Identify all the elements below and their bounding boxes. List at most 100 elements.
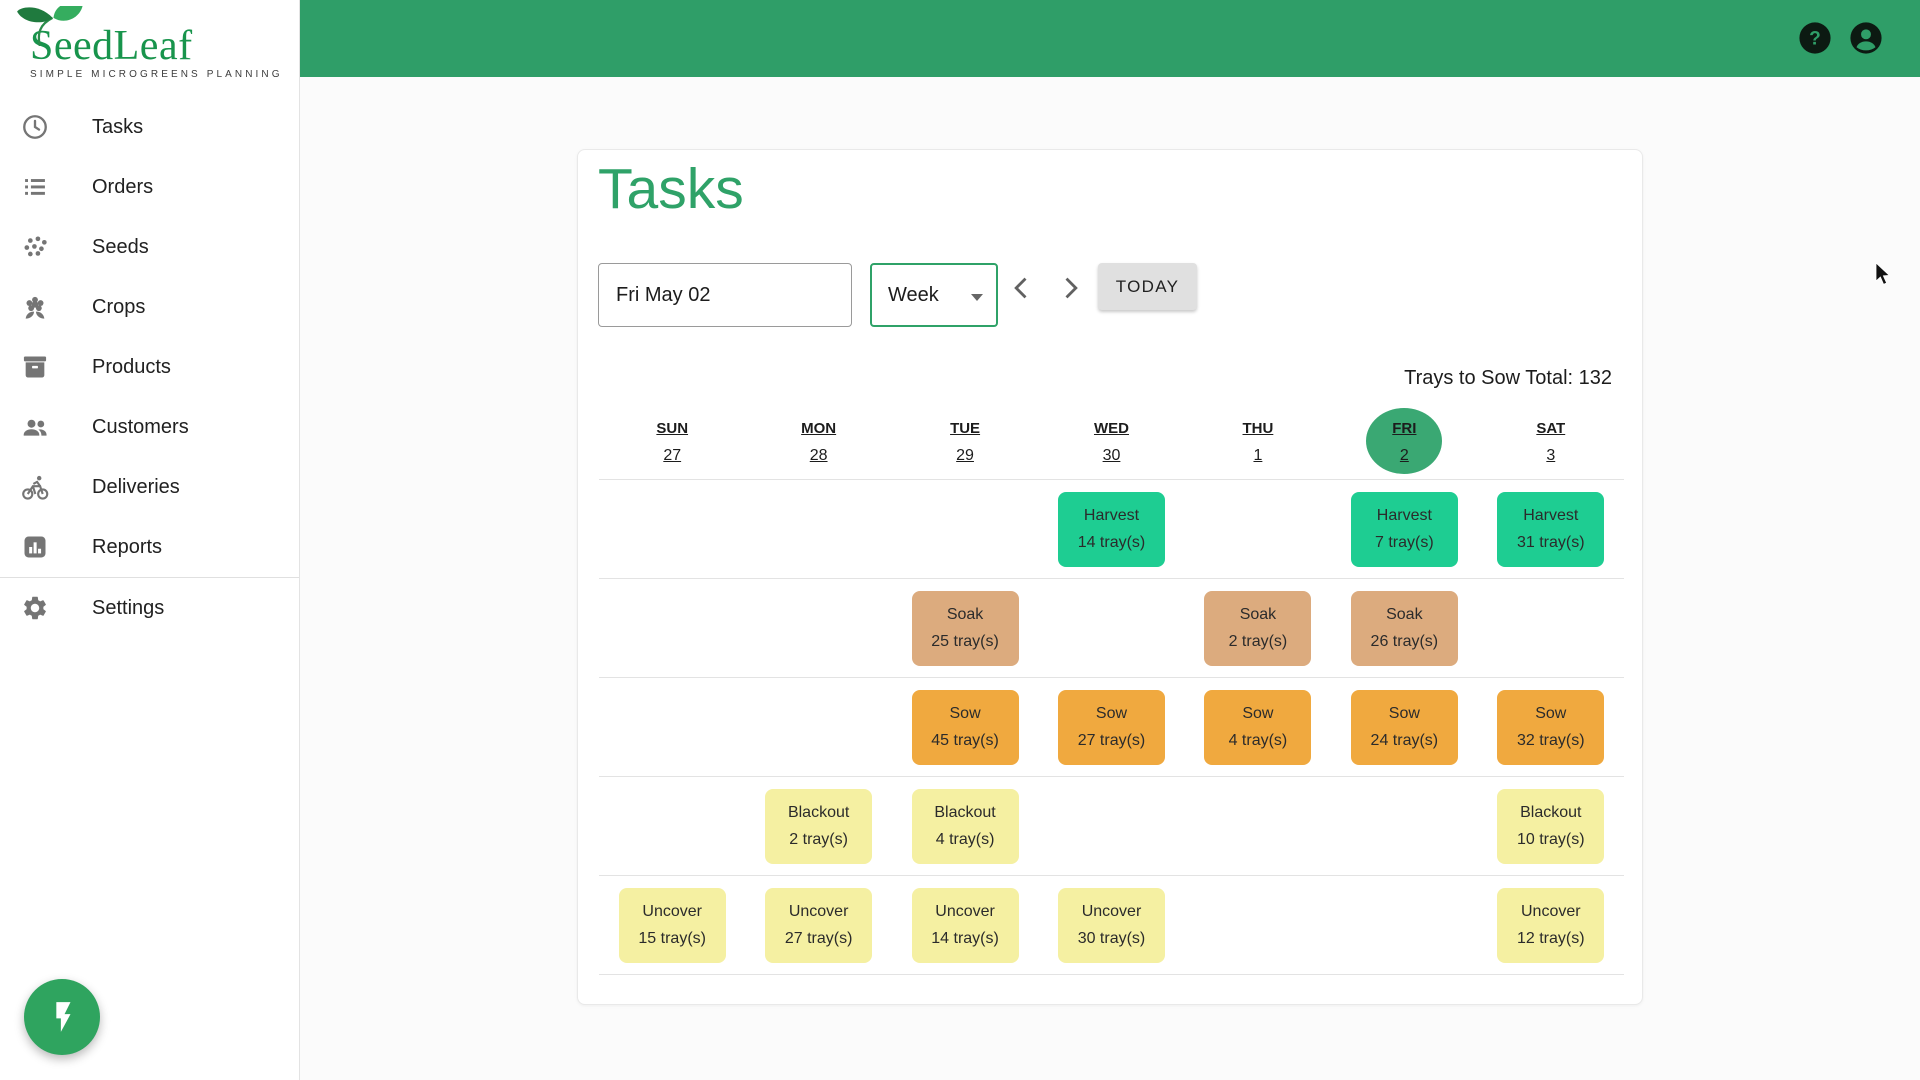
day-header-sat[interactable]: SAT 3 bbox=[1478, 405, 1624, 479]
task-cell bbox=[1185, 480, 1331, 578]
uncover-task-card[interactable]: Uncover 14 tray(s) bbox=[911, 887, 1019, 963]
previous-week-button[interactable] bbox=[998, 264, 1046, 312]
sidebar-item-label: Orders bbox=[92, 175, 154, 198]
task-cell bbox=[745, 579, 891, 677]
sidebar-item-products[interactable]: Products bbox=[0, 337, 299, 397]
task-rows: Harvest 14 tray(s) Harvest 7 tray(s) Harvest… bbox=[599, 480, 1624, 975]
tasks-panel: Tasks Week TODAY bbox=[577, 149, 1643, 1005]
task-cell bbox=[892, 480, 1038, 578]
sow-task-card[interactable]: Sow 24 tray(s) bbox=[1350, 689, 1458, 765]
sidebar-item-label: Seeds bbox=[92, 235, 149, 258]
sidebar-divider bbox=[0, 577, 299, 578]
task-cell: Soak 25 tray(s) bbox=[892, 579, 1038, 677]
sprout-icon bbox=[12, 2, 104, 51]
sidebar-item-label: Crops bbox=[92, 295, 146, 318]
box-icon bbox=[21, 353, 49, 381]
task-cell bbox=[1038, 579, 1184, 677]
sidebar-item-settings[interactable]: Settings bbox=[0, 578, 299, 638]
brand-tagline: SIMPLE MICROGREENS PLANNING bbox=[30, 69, 283, 80]
seeds-icon bbox=[21, 233, 49, 261]
task-cell bbox=[599, 678, 745, 776]
harvest-task-card[interactable]: Harvest 31 tray(s) bbox=[1497, 491, 1605, 567]
sidebar-nav: Tasks Orders Seeds Crops Products Customers De… bbox=[0, 97, 299, 638]
gear-icon bbox=[21, 594, 49, 622]
sow-task-card[interactable]: Sow 32 tray(s) bbox=[1497, 689, 1605, 765]
next-week-button[interactable] bbox=[1046, 264, 1094, 312]
sidebar-item-reports[interactable]: Reports bbox=[0, 517, 299, 577]
sidebar-item-tasks[interactable]: Tasks bbox=[0, 97, 299, 157]
task-tray-count: 7 tray(s) bbox=[1375, 533, 1434, 551]
task-type-label: Uncover bbox=[1081, 902, 1142, 920]
selected-day-circle bbox=[1366, 408, 1443, 474]
task-cell bbox=[1185, 876, 1331, 974]
day-date-label: 3 bbox=[1546, 446, 1556, 464]
task-row-soak: Soak 25 tray(s) Soak 2 tray(s) Soak 26 tray(s… bbox=[599, 579, 1624, 678]
day-header-mon[interactable]: MON 28 bbox=[745, 405, 891, 479]
day-date-label: 1 bbox=[1253, 446, 1263, 464]
soak-task-card[interactable]: Soak 25 tray(s) bbox=[911, 590, 1019, 666]
uncover-task-card[interactable]: Uncover 12 tray(s) bbox=[1497, 887, 1605, 963]
harvest-task-card[interactable]: Harvest 14 tray(s) bbox=[1057, 491, 1165, 567]
sidebar-item-deliveries[interactable]: Deliveries bbox=[0, 457, 299, 517]
week-grid: SUN 27 MON 28 TUE 29 WED 30 THU 1 FRI 2 SAT 3 Harvest… bbox=[599, 405, 1624, 975]
today-button[interactable]: TODAY bbox=[1098, 263, 1197, 310]
soak-task-card[interactable]: Soak 26 tray(s) bbox=[1350, 590, 1458, 666]
task-cell: Uncover 27 tray(s) bbox=[745, 876, 891, 974]
day-header-sun[interactable]: SUN 27 bbox=[599, 405, 745, 479]
bicycle-icon bbox=[21, 473, 49, 501]
view-select[interactable]: Week bbox=[870, 263, 998, 327]
task-tray-count: 14 tray(s) bbox=[1077, 533, 1146, 551]
day-weekday-label: MON bbox=[801, 419, 837, 437]
day-date-label: 28 bbox=[809, 446, 828, 464]
uncover-task-card[interactable]: Uncover 15 tray(s) bbox=[618, 887, 726, 963]
task-cell bbox=[1331, 777, 1477, 875]
sidebar-item-orders[interactable]: Orders bbox=[0, 157, 299, 217]
task-tray-count: 25 tray(s) bbox=[931, 632, 999, 650]
account-icon[interactable] bbox=[1849, 21, 1883, 55]
task-cell: Blackout 4 tray(s) bbox=[892, 777, 1038, 875]
task-tray-count: 24 tray(s) bbox=[1370, 731, 1439, 749]
day-weekday-label: TUE bbox=[950, 419, 981, 437]
date-input[interactable] bbox=[598, 263, 852, 327]
harvest-task-card[interactable]: Harvest 7 tray(s) bbox=[1350, 491, 1458, 567]
task-cell bbox=[1185, 777, 1331, 875]
sow-task-card[interactable]: Sow 27 tray(s) bbox=[1057, 689, 1165, 765]
task-tray-count: 4 tray(s) bbox=[935, 830, 995, 848]
list-icon bbox=[21, 173, 49, 201]
help-icon[interactable]: ? bbox=[1798, 21, 1832, 55]
task-cell: Harvest 7 tray(s) bbox=[1331, 480, 1477, 578]
sidebar-item-seeds[interactable]: Seeds bbox=[0, 217, 299, 277]
uncover-task-card[interactable]: Uncover 30 tray(s) bbox=[1057, 887, 1165, 963]
quick-action-fab[interactable] bbox=[24, 979, 100, 1055]
soak-task-card[interactable]: Soak 2 tray(s) bbox=[1204, 590, 1312, 666]
task-tray-count: 31 tray(s) bbox=[1516, 533, 1585, 551]
task-cell: Sow 32 tray(s) bbox=[1478, 678, 1624, 776]
day-header-fri[interactable]: FRI 2 bbox=[1331, 405, 1477, 479]
task-cell bbox=[1038, 777, 1184, 875]
brand-logo[interactable]: SeedLeaf SIMPLE MICROGREENS PLANNING bbox=[0, 0, 299, 100]
flower-icon bbox=[21, 293, 49, 321]
task-type-label: Soak bbox=[1386, 605, 1423, 623]
day-header-thu[interactable]: THU 1 bbox=[1185, 405, 1331, 479]
brand-name: SeedLeaf bbox=[30, 23, 193, 69]
sidebar-item-label: Customers bbox=[92, 415, 189, 438]
task-cell bbox=[599, 579, 745, 677]
sow-task-card[interactable]: Sow 4 tray(s) bbox=[1204, 689, 1312, 765]
sidebar-item-crops[interactable]: Crops bbox=[0, 277, 299, 337]
blackout-task-card[interactable]: Blackout 10 tray(s) bbox=[1497, 788, 1605, 864]
task-type-label: Harvest bbox=[1376, 506, 1432, 524]
task-tray-count: 15 tray(s) bbox=[638, 929, 706, 947]
task-type-label: Sow bbox=[1535, 704, 1567, 722]
blackout-task-card[interactable]: Blackout 4 tray(s) bbox=[911, 788, 1019, 864]
task-type-label: Uncover bbox=[1520, 902, 1581, 920]
task-cell: Uncover 14 tray(s) bbox=[892, 876, 1038, 974]
task-tray-count: 32 tray(s) bbox=[1516, 731, 1585, 749]
task-cell: Harvest 14 tray(s) bbox=[1038, 480, 1184, 578]
day-header-wed[interactable]: WED 30 bbox=[1038, 405, 1184, 479]
sow-task-card[interactable]: Sow 45 tray(s) bbox=[911, 689, 1019, 765]
sidebar-item-customers[interactable]: Customers bbox=[0, 397, 299, 457]
blackout-task-card[interactable]: Blackout 2 tray(s) bbox=[765, 788, 873, 864]
task-tray-count: 14 tray(s) bbox=[931, 929, 999, 947]
day-header-tue[interactable]: TUE 29 bbox=[892, 405, 1038, 479]
uncover-task-card[interactable]: Uncover 27 tray(s) bbox=[765, 887, 873, 963]
